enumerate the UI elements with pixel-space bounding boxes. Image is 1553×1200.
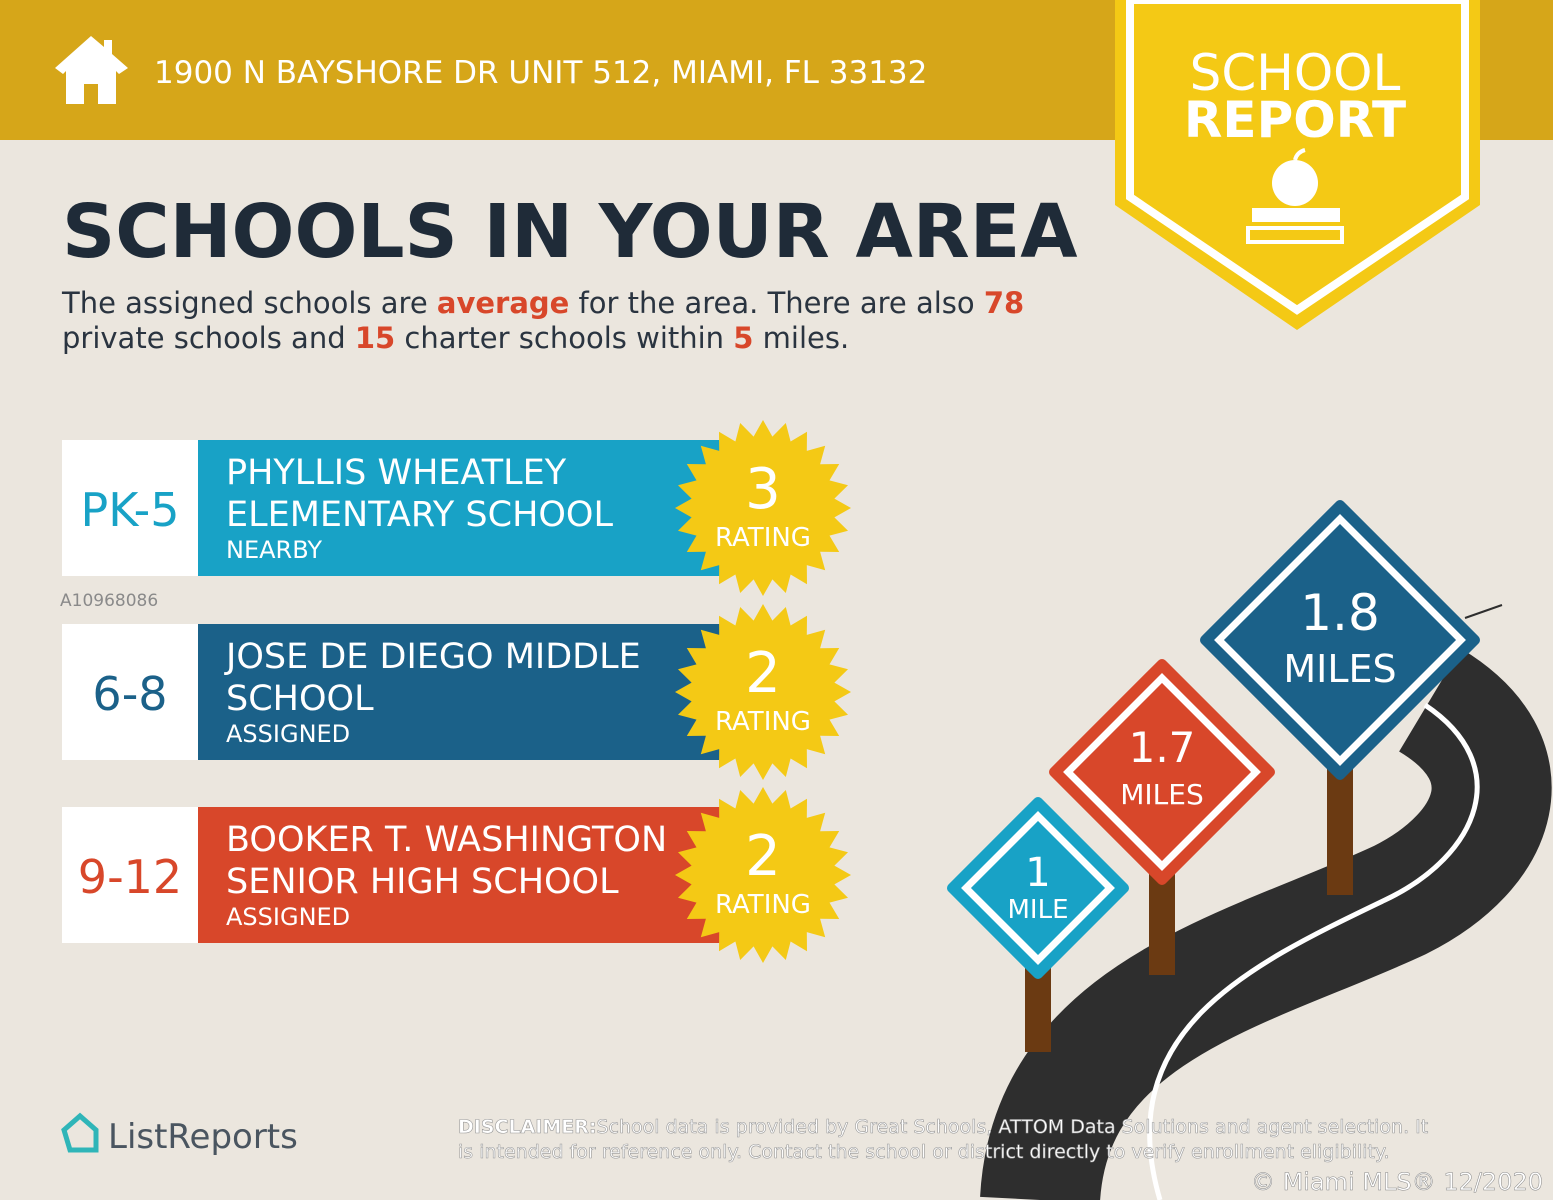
rating-label: RATING xyxy=(715,890,811,920)
school-name: SENIOR HIGH SCHOOL xyxy=(226,862,619,902)
school-bar xyxy=(198,440,728,576)
sign xyxy=(1200,500,1480,780)
logo-icon xyxy=(61,1112,99,1153)
road xyxy=(980,604,1552,1200)
summary-segment: private schools and xyxy=(62,321,355,355)
rating: 2 xyxy=(745,641,781,706)
grade: 9-12 xyxy=(78,850,182,904)
sign-border xyxy=(1063,673,1261,871)
rating-label: RATING xyxy=(715,707,811,737)
road-line xyxy=(1147,702,1480,1200)
watermark: A10968086 xyxy=(60,591,158,611)
school-status: ASSIGNED xyxy=(226,903,350,931)
disclaimer-text: School data is provided by Great Schools… xyxy=(596,1116,1428,1138)
book-icon xyxy=(1246,226,1344,244)
badge-line2: REPORT xyxy=(1184,91,1406,149)
school-name: BOOKER T. WASHINGTON xyxy=(226,820,667,860)
disclaimer: is intended for reference only. Contact … xyxy=(458,1141,1390,1163)
school-bar xyxy=(198,807,728,943)
road-edge xyxy=(1464,604,1503,619)
sign-border xyxy=(1214,514,1466,766)
rating: 3 xyxy=(745,457,781,522)
grade-box xyxy=(62,440,198,576)
summary-segment: charter schools within xyxy=(395,321,733,355)
school-name: PHYLLIS WHEATLEY xyxy=(226,453,567,493)
sign-border xyxy=(961,811,1115,965)
grade-box xyxy=(62,807,198,943)
address: 1900 N BAYSHORE DR UNIT 512, MIAMI, FL 3… xyxy=(154,55,927,91)
school-name: ELEMENTARY SCHOOL xyxy=(226,495,613,535)
school-status: NEARBY xyxy=(226,536,322,564)
summary-segment: 78 xyxy=(984,286,1024,320)
book-icon xyxy=(1252,208,1340,222)
grade: 6-8 xyxy=(92,667,167,721)
disclaimer-label: DISCLAIMER: xyxy=(458,1116,596,1138)
summary-segment: The assigned schools are xyxy=(61,286,437,320)
sign-unit: MILES xyxy=(1120,778,1203,811)
school-name: JOSE DE DIEGO MIDDLE xyxy=(224,637,641,677)
rating: 2 xyxy=(745,824,781,889)
rating-badge xyxy=(675,420,851,596)
school-name: SCHOOL xyxy=(226,679,374,719)
logo: ListReports xyxy=(108,1117,298,1157)
summary-segment: 15 xyxy=(355,321,395,355)
rating-badge xyxy=(675,604,851,780)
rating-badge xyxy=(675,787,851,963)
school-status: ASSIGNED xyxy=(226,720,350,748)
rating-label: RATING xyxy=(715,523,811,553)
apple-icon xyxy=(1272,160,1318,206)
summary-segment: miles. xyxy=(753,321,849,355)
school-bar xyxy=(198,624,728,760)
disclaimer: DISCLAIMER:School data is provided by Gr… xyxy=(458,1116,1428,1138)
sign-value: 1.8 xyxy=(1300,584,1380,642)
sign-value: 1.7 xyxy=(1129,723,1196,772)
sign xyxy=(947,797,1129,979)
sign xyxy=(1049,659,1275,885)
apple-stem xyxy=(1293,148,1306,161)
sign-value: 1 xyxy=(1025,850,1050,896)
road-surface xyxy=(980,648,1552,1200)
sign-unit: MILES xyxy=(1283,647,1396,691)
title: SCHOOLS IN YOUR AREA xyxy=(62,189,1078,275)
summary-line: private schools and 15 charter schools w… xyxy=(62,321,849,355)
sign-unit: MILE xyxy=(1007,895,1068,925)
summary-segment: 5 xyxy=(733,321,753,355)
summary-line: The assigned schools are average for the… xyxy=(61,286,1024,320)
copyright: © Miami MLS® 12/2020 xyxy=(1251,1168,1543,1196)
home-icon xyxy=(55,36,128,104)
grade-box xyxy=(62,624,198,760)
summary-segment: for the area. There are also xyxy=(569,286,984,320)
summary-segment: average xyxy=(437,286,569,320)
badge-line1: SCHOOL xyxy=(1190,44,1401,102)
badge-border xyxy=(1126,0,1469,315)
grade: PK-5 xyxy=(81,483,180,537)
